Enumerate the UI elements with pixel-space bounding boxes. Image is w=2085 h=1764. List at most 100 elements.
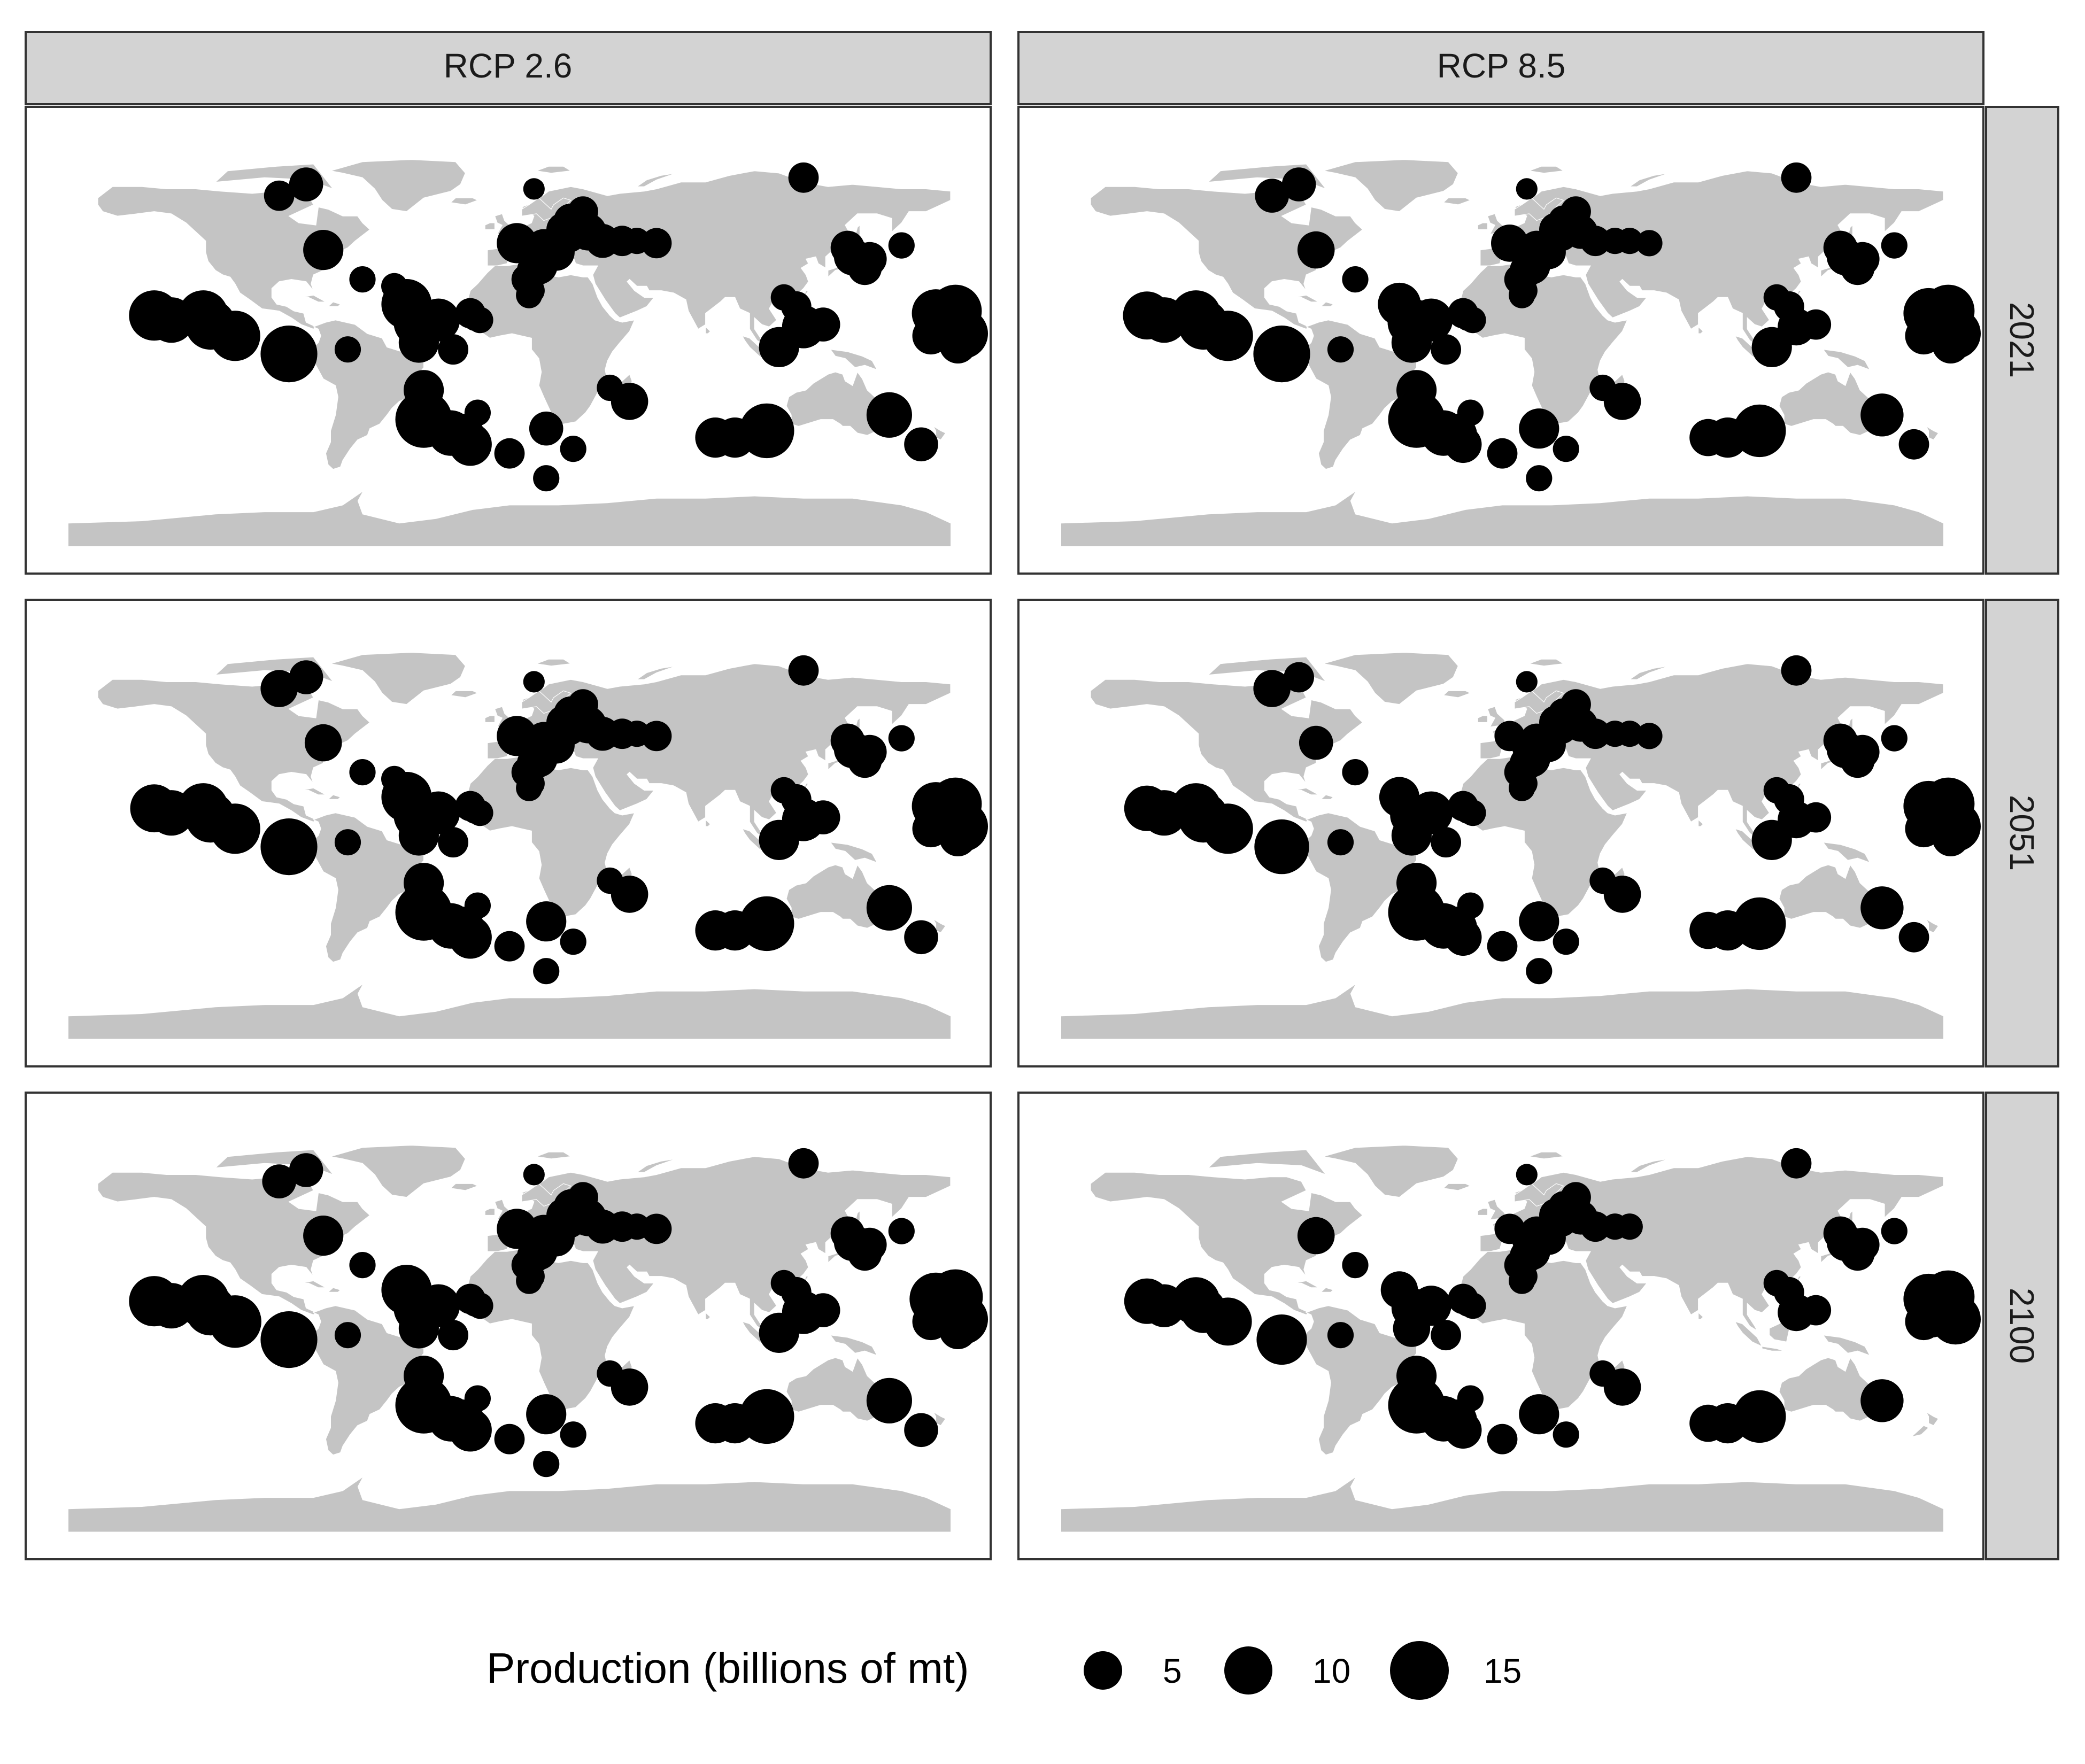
production-point xyxy=(349,266,376,293)
production-point xyxy=(560,929,586,955)
landmass-novaya-zemlya xyxy=(636,1158,676,1173)
landmass-svalbard xyxy=(535,166,572,174)
landmass-scandinavia-fill xyxy=(1514,1183,1564,1207)
production-point xyxy=(939,1312,977,1349)
production-point xyxy=(611,876,648,913)
production-point xyxy=(1881,232,1908,259)
landmass-north-america xyxy=(97,679,370,823)
landmass-new-zealand-north xyxy=(932,425,946,440)
panel-content xyxy=(68,159,988,546)
landmass-greenland xyxy=(330,652,466,705)
production-point xyxy=(398,322,439,363)
production-point xyxy=(438,1320,468,1351)
landmass-sri-lanka xyxy=(1698,326,1704,334)
landmass-hispaniola xyxy=(1320,794,1334,800)
production-point xyxy=(464,1385,491,1412)
landmass-scandinavia-fill xyxy=(1514,197,1564,221)
production-point xyxy=(1751,819,1792,860)
production-point xyxy=(1255,179,1289,213)
landmass-hispaniola xyxy=(1320,301,1334,307)
production-point xyxy=(1932,819,1970,856)
production-point xyxy=(641,1213,672,1244)
landmass-antarctica xyxy=(1061,985,1943,1039)
panel-content xyxy=(1061,1144,1981,1532)
production-point xyxy=(888,232,915,259)
production-point xyxy=(1444,425,1482,463)
production-point xyxy=(334,1322,361,1349)
production-point xyxy=(1281,167,1316,202)
production-point xyxy=(853,1227,887,1262)
production-point xyxy=(516,775,543,801)
production-point xyxy=(289,660,323,694)
production-point xyxy=(467,800,493,826)
production-point xyxy=(560,1421,586,1448)
production-point xyxy=(1860,1379,1904,1422)
panel-border xyxy=(25,106,992,575)
panel-background xyxy=(26,600,991,1066)
production-point xyxy=(260,326,318,383)
production-point xyxy=(1860,393,1904,437)
production-point xyxy=(759,1312,799,1353)
row-strip-2100: 2100 xyxy=(1985,1092,2059,1560)
production-point xyxy=(1845,242,1880,276)
production-point xyxy=(1801,309,1832,340)
production-point xyxy=(853,734,887,769)
landmass-greenland xyxy=(330,1144,466,1198)
landmass-new-zealand-north xyxy=(932,918,946,933)
production-point xyxy=(349,759,376,786)
production-point xyxy=(1801,802,1832,833)
production-point xyxy=(494,438,525,469)
production-point xyxy=(1603,383,1641,420)
landmass-svalbard xyxy=(1528,166,1565,174)
production-point xyxy=(1342,1252,1369,1279)
production-point xyxy=(904,920,938,955)
legend-label-5: 5 xyxy=(1163,1652,1182,1690)
landmass-hispaniola xyxy=(1320,1287,1334,1293)
production-point xyxy=(1297,1217,1335,1255)
landmass-iceland xyxy=(1442,690,1471,698)
landmass-greenland xyxy=(330,159,466,212)
landmass-hispaniola xyxy=(327,301,341,307)
production-point xyxy=(759,819,799,860)
production-point xyxy=(1393,1310,1431,1347)
landmass-hispaniola xyxy=(327,794,341,800)
production-point xyxy=(1616,228,1643,254)
production-point xyxy=(1616,721,1643,747)
landmass-sri-lanka xyxy=(705,1312,711,1320)
production-point xyxy=(1487,438,1518,469)
production-point xyxy=(1519,901,1559,942)
landmass-novaya-zemlya xyxy=(1628,666,1669,680)
landmass-greenland xyxy=(1323,1144,1459,1198)
landmass-north-america xyxy=(1090,186,1363,330)
panel-border xyxy=(1017,1092,1984,1560)
production-point xyxy=(641,228,672,259)
landmass-iceland xyxy=(450,1183,478,1191)
landmass-scandinavia-fill xyxy=(521,197,572,221)
production-point xyxy=(449,423,492,466)
production-point xyxy=(1299,725,1333,760)
landmass-sri-lanka xyxy=(705,326,711,334)
production-point xyxy=(1509,282,1535,308)
landmass-iceland xyxy=(450,197,478,205)
production-point xyxy=(806,307,840,342)
production-point xyxy=(523,1164,545,1186)
landmass-sri-lanka xyxy=(705,819,711,827)
row-strip-label-2051: 2051 xyxy=(2003,795,2041,871)
production-point xyxy=(1781,655,1812,686)
production-point xyxy=(759,327,799,368)
production-point xyxy=(516,282,543,308)
production-point xyxy=(449,1409,492,1452)
landmass-ireland xyxy=(1477,715,1488,723)
production-point xyxy=(1391,815,1432,856)
landmass-cuba xyxy=(1294,787,1319,795)
landmass-sumatra xyxy=(1734,1321,1763,1348)
production-point xyxy=(753,922,780,948)
production-point xyxy=(888,1218,915,1244)
landmass-antarctica xyxy=(68,492,951,546)
production-point xyxy=(753,429,780,455)
production-point xyxy=(611,1368,648,1406)
production-point xyxy=(523,178,545,200)
production-point xyxy=(1457,1385,1484,1412)
production-point xyxy=(1751,327,1792,368)
